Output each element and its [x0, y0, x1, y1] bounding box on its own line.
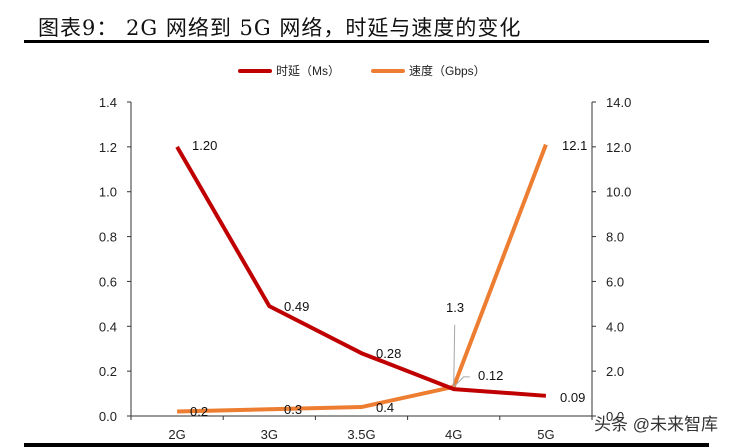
left-tick-label: 1.4 [99, 95, 117, 110]
latency-data-label: 0.09 [560, 390, 585, 405]
legend-item-latency: 时延（Ms） [238, 62, 340, 79]
left-tick-label: 1.2 [99, 140, 117, 155]
leader-line [453, 324, 456, 387]
latency-data-label: 1.20 [192, 138, 217, 153]
left-tick-label: 0.0 [99, 409, 117, 424]
legend-label-speed: 速度（Gbps） [409, 64, 486, 78]
speed-data-label: 0.2 [190, 404, 208, 419]
latency-line [175, 145, 547, 398]
x-tick-label: 3G [261, 427, 278, 442]
speed-data-label: 1.3 [446, 300, 464, 315]
right-tick-label: 0.0 [606, 409, 624, 424]
latency-data-label: 0.12 [478, 368, 503, 383]
right-tick-label: 12.0 [606, 140, 631, 155]
x-tick-label: 5G [537, 427, 554, 442]
legend-label-latency: 时延（Ms） [276, 64, 340, 78]
speed-data-label: 0.4 [376, 400, 394, 415]
chart-legend: 时延（Ms） 速度（Gbps） [0, 62, 739, 82]
legend-item-speed: 速度（Gbps） [371, 62, 486, 79]
figure-title: 图表9： 2G 网络到 5G 网络，时延与速度的变化 [38, 16, 522, 40]
speed-line [177, 143, 548, 414]
left-tick-label: 0.2 [99, 364, 117, 379]
speed-data-label: 0.3 [284, 402, 302, 417]
right-tick-label: 2.0 [606, 364, 624, 379]
right-tick-label: 6.0 [606, 274, 624, 289]
right-tick-label: 14.0 [606, 95, 631, 110]
speed-data-label: 12.1 [562, 138, 587, 153]
chart-data-labels: 1.20 0.49 0.28 0.12 0.09 0.2 0.3 0.4 1.3 12.1 [190, 138, 587, 419]
left-tick-label: 0.6 [99, 274, 117, 289]
left-tick-label: 0.4 [99, 319, 117, 334]
right-tick-label: 8.0 [606, 230, 624, 245]
legend-swatch-latency [238, 68, 272, 73]
right-tick-label: 10.0 [606, 185, 631, 200]
right-tick-label: 4.0 [606, 319, 624, 334]
latency-data-label: 0.28 [376, 346, 401, 361]
watermark-text: 头条 @未来智库 [594, 415, 718, 434]
leader-line [453, 376, 470, 388]
left-tick-label: 0.8 [99, 230, 117, 245]
latency-data-label: 0.49 [284, 299, 309, 314]
x-tick-label: 2G [168, 427, 185, 442]
chart-axes: 0.0 0.2 0.4 0.6 0.8 1.0 1.2 1.4 0.0 2.0 4.0 6.0 8.0 1… [99, 95, 631, 442]
x-tick-label: 3.5G [347, 427, 375, 442]
chart-series [175, 143, 548, 414]
title-divider [24, 40, 709, 43]
left-tick-label: 1.0 [99, 185, 117, 200]
x-tick-label: 4G [445, 427, 462, 442]
legend-swatch-speed [371, 68, 405, 73]
bottom-divider [24, 443, 709, 447]
